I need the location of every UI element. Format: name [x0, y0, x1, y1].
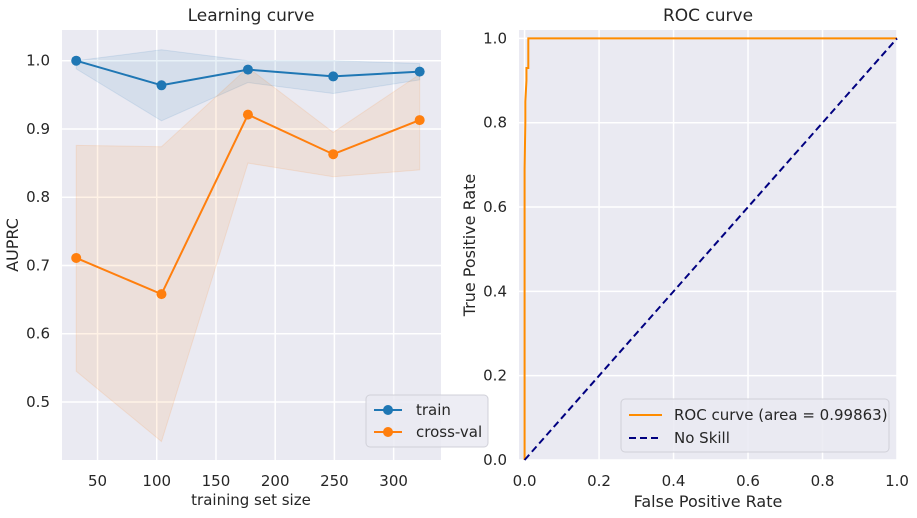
roc-ticks: 0.0 0.2 0.4 0.6 0.8 1.0 0.0 0.2 0.4 0.6 0.8 1.0 [483, 29, 909, 490]
roc-xtick-label: 0.8 [811, 472, 835, 490]
roc-legend: ROC curve (area = 0.99863) No Skill [620, 398, 890, 453]
learning-curve-ytick-label: 0.9 [26, 120, 50, 138]
learning-curve-grid [62, 30, 441, 460]
legend-train-marker [383, 405, 393, 415]
learning-curve-point-crossval [242, 109, 253, 120]
legend-roc-label: ROC curve (area = 0.99863) [674, 406, 888, 424]
legend-noskill-label: No Skill [674, 429, 730, 447]
learning-curve-xtick-label: 50 [88, 472, 107, 490]
learning-curve-band-train [75, 49, 421, 122]
roc-lines [523, 37, 898, 461]
roc-noskill-line [523, 37, 898, 461]
legend-crossval-label: cross-val [416, 423, 482, 441]
roc-xtick-label: 0.6 [736, 472, 760, 490]
learning-curve-ytick-label: 1.0 [26, 52, 50, 70]
learning-curve-xtick-label: 200 [261, 472, 290, 490]
learning-curve-panel: 50 100 150 200 250 300 0.5 0.6 0.7 0.8 0.9 1.0 Lear… [3, 6, 489, 509]
learning-curve-xtick-label: 250 [320, 472, 349, 490]
learning-curve-lines [71, 55, 425, 300]
learning-curve-legend: train cross-val [365, 394, 489, 448]
learning-curve-point-train [71, 55, 82, 66]
roc-curve-line [523, 37, 897, 460]
learning-curve-ytick-label: 0.6 [26, 325, 50, 343]
roc-title: ROC curve [663, 6, 753, 26]
learning-curve-plot-area [62, 30, 441, 460]
learning-curve-title: Learning curve [188, 6, 315, 26]
roc-xtick-label: 0.0 [513, 472, 537, 490]
learning-curve-ylabel: AUPRC [3, 218, 22, 272]
learning-curve-ticks: 50 100 150 200 250 300 0.5 0.6 0.7 0.8 0.9 1.0 [26, 52, 408, 490]
learning-curve-legend-box [365, 394, 489, 448]
learning-curve-ytick-label: 0.5 [26, 393, 50, 411]
learning-curve-xtick-label: 300 [379, 472, 408, 490]
roc-ytick-label: 0.0 [483, 451, 507, 469]
learning-curve-bands [75, 49, 421, 443]
learning-curve-point-crossval [156, 289, 167, 300]
roc-ytick-label: 0.4 [483, 282, 507, 300]
learning-curve-point-train [328, 71, 339, 82]
learning-curve-point-crossval [71, 252, 82, 263]
roc-xtick-label: 0.4 [662, 472, 686, 490]
learning-curve-ytick-label: 0.7 [26, 256, 50, 274]
roc-ytick-label: 0.2 [483, 367, 507, 385]
roc-ytick-label: 1.0 [483, 29, 507, 47]
legend-crossval-marker [383, 427, 393, 437]
roc-xlabel: False Positive Rate [634, 492, 783, 511]
learning-curve-point-train [242, 64, 253, 75]
roc-ytick-label: 0.8 [483, 114, 507, 132]
roc-xtick-label: 0.2 [587, 472, 611, 490]
learning-curve-xtick-label: 100 [142, 472, 171, 490]
roc-xtick-label: 1.0 [885, 472, 909, 490]
roc-curve-panel: 0.0 0.2 0.4 0.6 0.8 1.0 0.0 0.2 0.4 0.6 0.8 1.0 ROC… [460, 6, 909, 511]
learning-curve-band-crossval [75, 66, 421, 443]
learning-curve-point-crossval [414, 115, 425, 126]
legend-train-label: train [416, 401, 451, 419]
learning-curve-xlabel: training set size [191, 491, 311, 509]
learning-curve-point-train [414, 66, 425, 77]
roc-legend-box [620, 398, 890, 453]
learning-curve-point-crossval [328, 149, 339, 160]
learning-curve-xtick-label: 150 [202, 472, 231, 490]
learning-curve-ytick-label: 0.8 [26, 188, 50, 206]
roc-plot-area [519, 30, 897, 460]
roc-ylabel: True Positive Rate [460, 174, 479, 318]
roc-ytick-label: 0.6 [483, 198, 507, 216]
learning-curve-point-train [156, 80, 167, 91]
